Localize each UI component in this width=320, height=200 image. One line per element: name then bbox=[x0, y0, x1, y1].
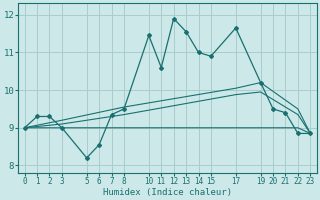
X-axis label: Humidex (Indice chaleur): Humidex (Indice chaleur) bbox=[103, 188, 232, 197]
